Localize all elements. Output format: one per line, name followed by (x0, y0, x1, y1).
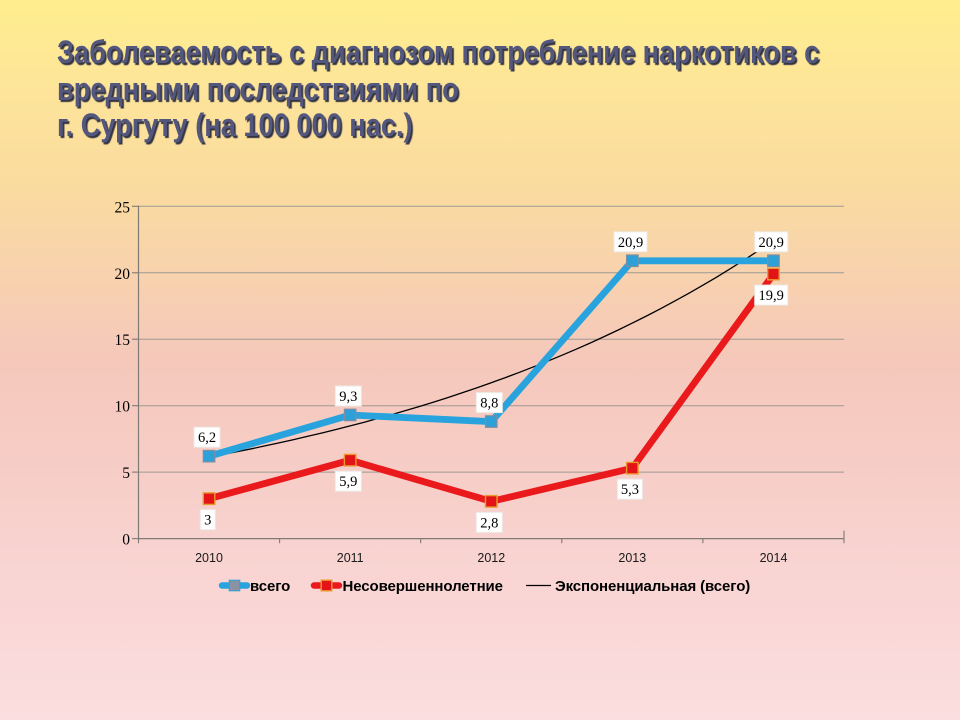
svg-text:15: 15 (115, 332, 131, 349)
svg-text:всего: всего (250, 578, 290, 595)
svg-text:5,9: 5,9 (339, 474, 357, 490)
svg-text:8,8: 8,8 (480, 396, 498, 412)
svg-text:Экспоненциальная (всего): Экспоненциальная (всего) (555, 578, 750, 595)
svg-text:10: 10 (115, 399, 131, 416)
svg-text:20,9: 20,9 (618, 235, 643, 251)
svg-text:9,3: 9,3 (339, 389, 357, 405)
svg-text:0: 0 (122, 532, 130, 549)
svg-text:25: 25 (115, 199, 131, 216)
svg-text:3: 3 (204, 513, 211, 529)
svg-text:19,9: 19,9 (759, 288, 784, 304)
svg-text:5,3: 5,3 (621, 482, 639, 498)
svg-text:2012: 2012 (477, 551, 505, 565)
svg-text:2010: 2010 (195, 551, 223, 565)
svg-text:2013: 2013 (618, 551, 646, 565)
svg-text:2011: 2011 (337, 551, 364, 565)
svg-text:Несовершеннолетние: Несовершеннолетние (343, 578, 503, 595)
svg-text:5: 5 (122, 465, 130, 482)
svg-text:20,9: 20,9 (759, 235, 784, 251)
svg-text:2,8: 2,8 (480, 515, 498, 531)
svg-text:6,2: 6,2 (198, 430, 216, 446)
svg-text:2014: 2014 (760, 551, 788, 565)
svg-text:20: 20 (115, 266, 131, 283)
